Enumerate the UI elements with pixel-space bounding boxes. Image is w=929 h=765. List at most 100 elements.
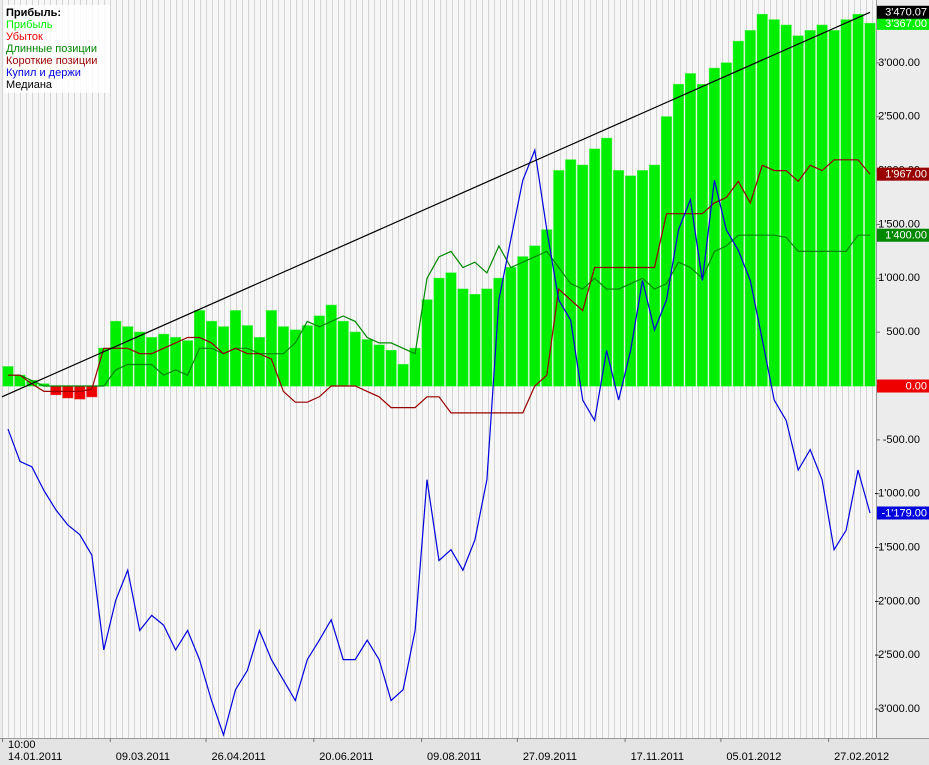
bar [613,170,625,387]
bar [457,288,469,387]
bar [277,326,289,387]
end-label: 1'967.00 [885,169,927,181]
bar [205,320,218,387]
bar [373,344,385,387]
legend-entry: Убыток [6,31,43,43]
bar [313,315,325,387]
bar [361,339,373,387]
y-tick-label: -2'500.00 [874,649,920,661]
legend-entry: Прибыль [6,19,53,31]
legend-title: Прибыль: [6,7,61,19]
end-label: 1'400.00 [885,230,927,242]
bar [349,331,361,387]
bar [385,349,397,387]
bar [158,333,170,387]
x-tick-label: 09.03.2011 [116,751,170,763]
bar [672,83,684,387]
line [7,147,871,738]
bar [648,164,661,387]
bar [170,337,182,387]
end-label-box [877,379,929,393]
bar [481,288,493,387]
bar [529,245,541,387]
y-tick-label: -3'000.00 [874,703,920,715]
bar [744,30,756,387]
bar [74,385,86,400]
bar [625,175,637,387]
x-time-label: 10:00 [8,739,36,751]
y-tick-label: -2'000.00 [874,595,920,607]
x-tick-label: 14.01.2011 [8,751,62,763]
legend-entry: Короткие позиции [6,55,97,67]
bar [565,159,577,387]
trend-line [1,11,871,398]
bar [134,331,146,387]
y-tick-label: 1'500.00 [878,218,920,230]
x-tick-label: 17.11.2011 [631,751,684,763]
bar [337,320,349,387]
end-label-box [877,16,929,30]
bar [852,13,864,387]
line [8,159,871,414]
x-tick-label: 09.08.2011 [427,751,481,763]
bar [720,62,732,387]
bar [828,30,840,387]
bar [289,329,301,387]
bar [816,24,828,387]
bar [301,325,313,387]
bar [217,326,230,387]
layer: -3'000.00 -2'500.00 -2'000.00 -1'500.00 -1'0… [1,5,929,763]
bar [696,83,708,387]
bar [780,24,792,387]
y-tick-label: -1'000.00 [874,488,920,500]
end-label: 3'367.00 [885,18,927,30]
bar [553,170,565,387]
y-tick-label: -1'500.00 [874,541,920,553]
bar [241,325,253,387]
end-label-box [877,506,929,520]
end-label: -1'179.00 [881,507,927,519]
x-axis-area [0,738,929,765]
bar [146,337,158,387]
x-tick-label: 05.01.2012 [726,751,781,763]
legend-entry: Купил и держи [6,67,81,79]
x-tick-label: 20.06.2011 [319,751,373,763]
end-label-box [877,5,929,19]
x-tick-label: 27.09.2011 [523,751,577,763]
y-tick-label: 1'000.00 [878,272,920,284]
bar [732,40,744,387]
x-tick-label: 26.04.2011 [212,751,266,763]
bar [660,116,673,387]
y-tick-label: 3'000.00 [878,57,920,69]
bar [2,366,14,387]
bar [397,363,409,387]
y-tick-label: -500.00 [883,434,920,446]
bar [768,19,780,387]
bar [253,337,265,387]
legend-entry: Медиана [6,79,53,91]
end-label-box [877,167,929,181]
bar [493,277,505,387]
bar [804,30,816,387]
bar [684,73,696,387]
x-tick-label: 27.02.2012 [834,751,889,763]
end-label-box [877,228,929,242]
y-tick-label: 2'500.00 [878,111,920,123]
bar [110,320,122,387]
bar [840,19,852,387]
legend-entry: Длинные позиции [6,43,97,55]
bar [505,267,517,387]
line [8,234,870,387]
bar [433,277,445,387]
legend-box [4,5,110,93]
bar [469,293,481,387]
bar [182,340,194,387]
bar [708,67,720,387]
bar [409,347,421,387]
y-tick-label: 500.00 [886,326,920,338]
bar [517,256,529,387]
end-label: 0.00 [906,380,927,392]
bar [601,137,613,387]
